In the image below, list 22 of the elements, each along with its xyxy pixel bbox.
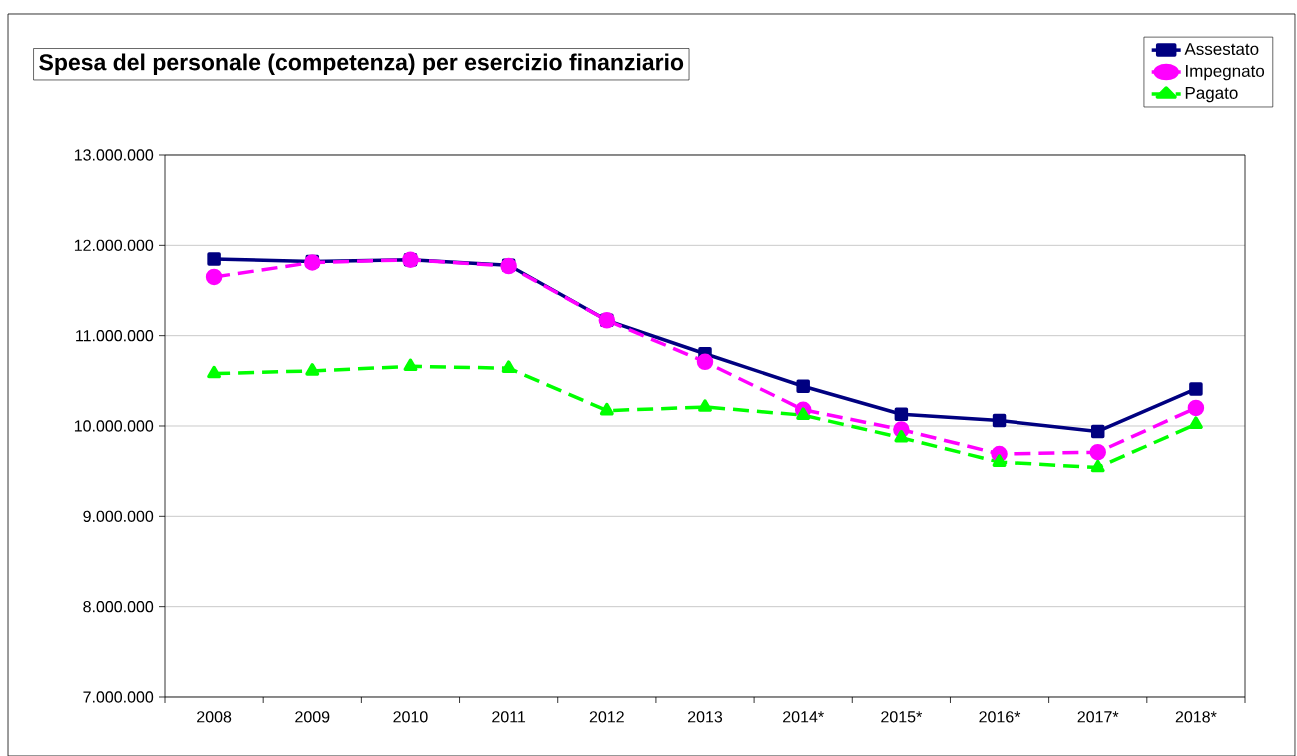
- legend-label: Impegnato: [1186, 64, 1265, 81]
- x-tick-label: 2016*: [979, 711, 1021, 723]
- x-tick-label: 2011: [492, 711, 526, 723]
- x-tick-label: 2013: [688, 711, 723, 723]
- chart-title: Spesa del personale (competenza) per esercizio finanziario: [39, 53, 684, 75]
- y-tick-label: 10.000.000: [74, 420, 154, 432]
- x-tick-label: 2017*: [1077, 711, 1119, 723]
- y-tick-label: 13.000.000: [74, 149, 154, 161]
- y-tick-label: 8.000.000: [83, 600, 154, 613]
- x-tick-label: 2018*: [1175, 711, 1217, 723]
- x-tick-label: 2012: [589, 711, 624, 723]
- legend-label: Assestato: [1184, 42, 1259, 55]
- y-tick-label: 9.000.000: [83, 510, 154, 522]
- x-tick-label: 2010: [393, 711, 428, 723]
- x-tick-label: 2009: [295, 711, 330, 723]
- x-tick-label: 2008: [197, 711, 232, 723]
- y-tick-label: 12.000.000: [74, 239, 154, 251]
- x-tick-label: 2014*: [783, 711, 824, 723]
- x-tick-label: 2015*: [881, 711, 923, 723]
- y-tick-label: 11.000.000: [76, 329, 154, 342]
- y-tick-label: 7.000.000: [83, 691, 154, 703]
- legend-label: Pagato: [1185, 86, 1238, 103]
